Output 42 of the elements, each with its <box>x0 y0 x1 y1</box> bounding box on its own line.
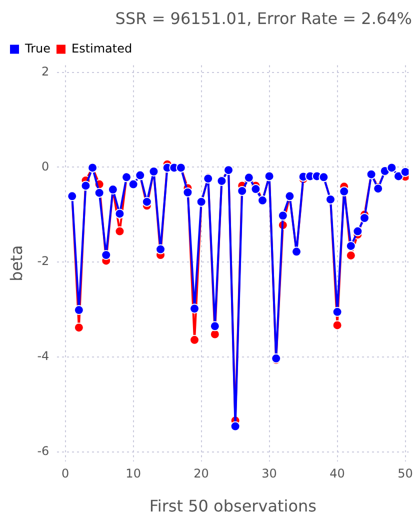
point <box>142 196 152 207</box>
point <box>237 186 248 196</box>
point <box>230 421 240 432</box>
y-tick-label: 2 <box>42 64 50 78</box>
point <box>94 188 104 198</box>
point <box>360 212 370 223</box>
x-tick-label: 0 <box>62 466 70 481</box>
point <box>346 250 356 260</box>
y-tick-label: -6 <box>37 444 50 458</box>
legend-label: True <box>24 41 50 56</box>
x-tick-label: 40 <box>330 466 345 481</box>
point <box>210 329 220 340</box>
x-tick-label: 50 <box>398 466 413 481</box>
point <box>114 208 125 219</box>
point <box>250 184 261 194</box>
point <box>190 334 200 345</box>
point <box>156 244 166 254</box>
point <box>74 305 84 316</box>
legend-label: Estimated <box>71 41 132 56</box>
point <box>346 240 356 251</box>
x-tick-label: 30 <box>262 466 277 481</box>
point <box>210 321 220 332</box>
y-tick-label: -2 <box>37 254 50 268</box>
point <box>332 320 342 330</box>
y-tick-label: 0 <box>42 159 50 174</box>
point <box>182 187 193 198</box>
point <box>74 322 84 333</box>
x-tick-label: 20 <box>194 466 209 481</box>
chart-title: SSR = 96151.01, Error Rate = 2.64% <box>115 8 412 28</box>
point <box>352 226 363 236</box>
point <box>101 250 112 260</box>
y-tick-label: -4 <box>37 349 50 364</box>
y-axis-title: beta <box>6 245 26 282</box>
x-tick-label: 10 <box>126 466 141 481</box>
point <box>190 304 200 314</box>
x-axis-title: First 50 observations <box>149 496 317 516</box>
point <box>339 186 350 196</box>
point <box>278 210 288 221</box>
point <box>80 180 91 191</box>
point <box>114 226 125 236</box>
point <box>400 166 409 177</box>
point <box>332 306 342 317</box>
